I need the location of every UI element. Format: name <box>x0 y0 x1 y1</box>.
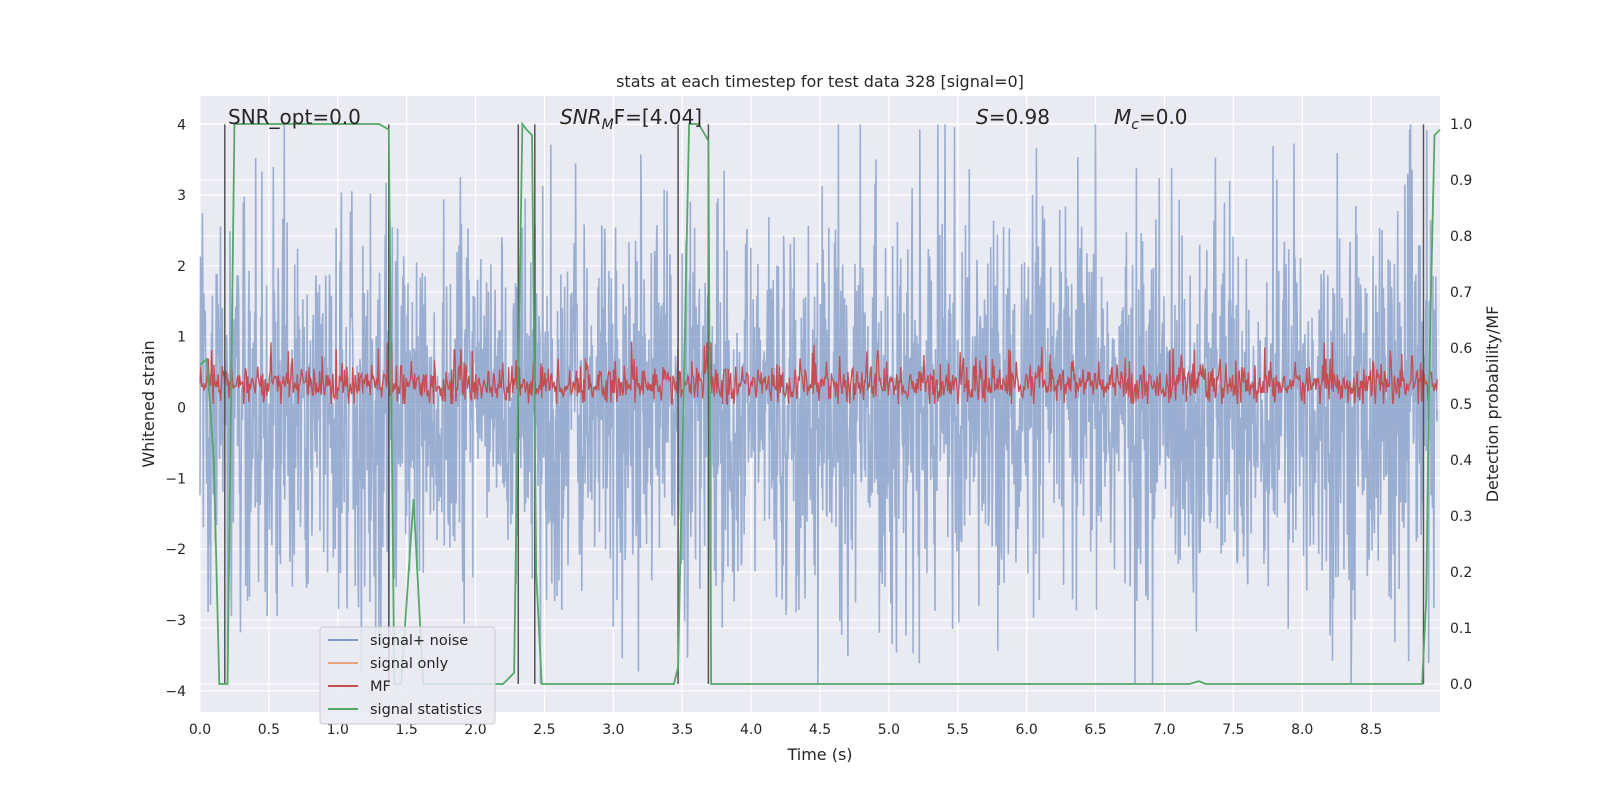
y-tick-label-right: 0.0 <box>1450 677 1472 693</box>
series-mf <box>199 342 1438 406</box>
x-tick-label: 3.5 <box>671 722 693 738</box>
annotation-snr-opt: SNR_opt=0.0 <box>228 105 361 129</box>
y-tick-label-left: 0 <box>177 401 186 417</box>
y-tick-label-left: −2 <box>165 542 186 558</box>
x-tick-label: 7.5 <box>1222 722 1244 738</box>
annotation-snr-mf-sub: M <box>602 117 614 133</box>
annotation-snr-mf-main: SNR <box>560 105 602 129</box>
legend-box <box>319 626 496 725</box>
ticks: 0.0 0.5 1.0 1.5 2.0 2.5 3.0 3.5 4.0 4.5 5.0 5.5 6.0 6… <box>165 117 1472 738</box>
y-axis-label: Whitened strain <box>139 340 158 467</box>
annotation-mc: Mc=0.0 <box>1114 105 1188 133</box>
x-axis-label: Time (s) <box>786 745 852 764</box>
mf-line <box>199 342 1438 406</box>
annotation-s-val: =0.98 <box>989 105 1050 129</box>
y-tick-label-right: 0.5 <box>1450 397 1472 413</box>
x-tick-label: 2.5 <box>533 722 555 738</box>
y-tick-label-right: 0.4 <box>1450 453 1472 469</box>
y-tick-label-left: 1 <box>177 330 186 346</box>
x-tick-label: 6.5 <box>1084 722 1106 738</box>
annotation-snr-mf: SNRMF=[4.04] <box>560 105 702 133</box>
x-tick-label: 4.5 <box>809 722 831 738</box>
annotation-snr-mf-rest: F=[4.04] <box>614 105 702 129</box>
signal-statistics-line <box>199 121 1441 685</box>
y-tick-label-right: 0.7 <box>1450 285 1472 301</box>
y-tick-label-right: 0.2 <box>1450 565 1472 581</box>
x-tick-label: 8.5 <box>1360 722 1382 738</box>
x-tick-label: 6.0 <box>1016 722 1038 738</box>
y-tick-label-right: 1.0 <box>1450 117 1472 133</box>
chart-title: stats at each timestep for test data 328… <box>616 72 1024 91</box>
y-tick-label-left: 2 <box>177 259 186 275</box>
legend-label-signal-only: signal only <box>370 656 449 672</box>
x-tick-label: 7.0 <box>1153 722 1175 738</box>
y-tick-label-left: 4 <box>177 117 186 133</box>
x-tick-label: 0.5 <box>258 722 280 738</box>
x-tick-label: 5.5 <box>947 722 969 738</box>
x-tick-label: 4.0 <box>740 722 762 738</box>
legend-label-signal-statistics: signal statistics <box>370 702 482 718</box>
x-tick-label: 1.0 <box>327 722 349 738</box>
y-tick-label-right: 0.8 <box>1450 229 1472 245</box>
annotation-mc-sub: c <box>1131 117 1139 133</box>
legend: signal+ noise signal only MF signal stat… <box>319 626 496 725</box>
x-tick-label: 5.0 <box>878 722 900 738</box>
y-tick-label-left: −4 <box>165 684 186 700</box>
x-tick-label: 2.0 <box>464 722 486 738</box>
annotation-mc-val: =0.0 <box>1139 105 1188 129</box>
y-tick-label-left: −3 <box>165 613 186 629</box>
y-tick-label-right: 0.9 <box>1450 173 1472 189</box>
y-tick-label-left: 3 <box>177 188 186 204</box>
annotation-s: S=0.98 <box>976 105 1050 129</box>
y-tick-label-right: 0.3 <box>1450 509 1472 525</box>
x-tick-label: 0.0 <box>189 722 211 738</box>
x-tick-label: 8.0 <box>1291 722 1313 738</box>
y-tick-label-right: 0.1 <box>1450 621 1472 637</box>
y-tick-label-left: −1 <box>165 471 186 487</box>
annotation-mc-var: M <box>1114 105 1131 129</box>
x-tick-label: 1.5 <box>396 722 418 738</box>
legend-label-mf: MF <box>370 679 391 695</box>
y-tick-label-right: 0.6 <box>1450 341 1472 357</box>
y-axis-label-right: Detection probability/MF <box>1483 306 1502 503</box>
x-tick-label: 3.0 <box>602 722 624 738</box>
series-signal-statistics <box>199 121 1441 685</box>
annotation-s-var: S <box>976 105 989 129</box>
legend-label-signal-noise: signal+ noise <box>370 633 468 649</box>
